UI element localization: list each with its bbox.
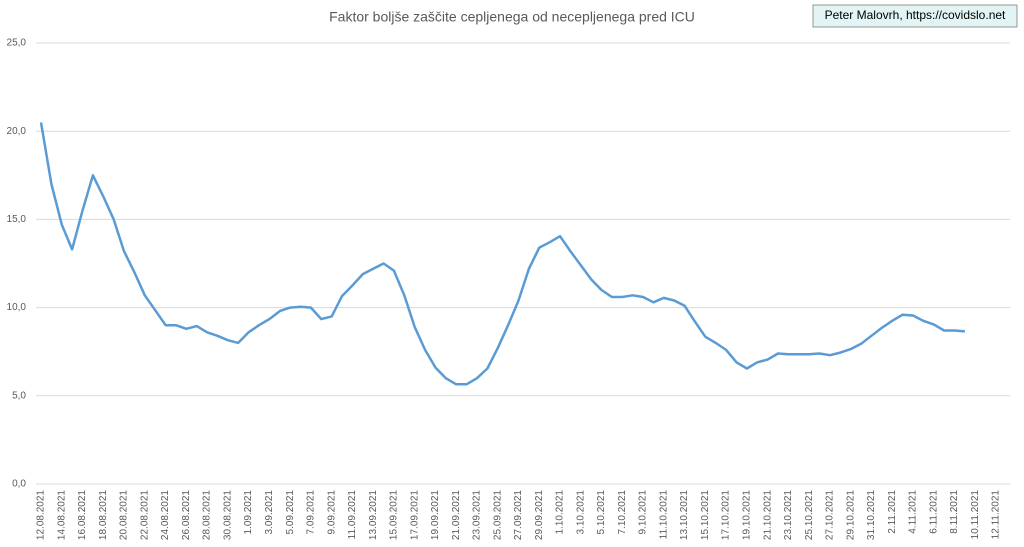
y-tick-label: 25,0: [7, 38, 27, 49]
y-tick-label: 20,0: [7, 126, 27, 137]
x-tick-label: 18.08.2021: [98, 490, 109, 540]
x-tick-label: 23.10.2021: [783, 490, 794, 540]
x-tick-label: 28.08.2021: [202, 490, 213, 540]
x-tick-label: 21.10.2021: [762, 490, 773, 540]
x-tick-label: 5.10.2021: [596, 490, 607, 535]
x-tick-label: 3.10.2021: [575, 490, 586, 535]
x-tick-label: 30.08.2021: [222, 490, 233, 540]
x-tick-label: 5.09.2021: [285, 490, 296, 535]
x-tick-label: 22.08.2021: [139, 490, 150, 540]
annotation: Peter Malovrh, https://covidslo.net: [825, 8, 1006, 22]
x-tick-label: 7.09.2021: [306, 490, 317, 535]
x-tick-label: 27.10.2021: [825, 490, 836, 540]
y-tick-label: 15,0: [7, 214, 27, 225]
x-tick-label: 2.11.2021: [887, 490, 898, 534]
x-tick-label: 16.08.2021: [77, 490, 88, 540]
x-tick-label: 1.09.2021: [243, 490, 254, 535]
x-tick-label: 4.11.2021: [908, 490, 919, 534]
x-tick-label: 12.11.2021: [991, 490, 1002, 540]
x-tick-label: 27.09.2021: [513, 490, 524, 540]
y-tick-label: 0,0: [12, 479, 26, 490]
x-tick-label: 12.08.2021: [36, 490, 47, 540]
x-tick-label: 11.10.2021: [658, 490, 669, 540]
x-tick-label: 8.11.2021: [949, 490, 960, 534]
x-tick-label: 19.09.2021: [430, 490, 441, 540]
x-tick-label: 13.10.2021: [679, 490, 690, 540]
x-tick-label: 19.10.2021: [742, 490, 753, 540]
data-line: [39, 122, 966, 386]
x-tick-label: 15.10.2021: [700, 490, 711, 540]
y-tick-label: 5,0: [12, 390, 26, 401]
x-tick-label: 14.08.2021: [56, 490, 67, 540]
x-tick-label: 21.09.2021: [451, 490, 462, 540]
x-tick-label: 9.10.2021: [638, 490, 649, 535]
x-tick-label: 31.10.2021: [866, 490, 877, 540]
x-tick-label: 29.10.2021: [845, 490, 856, 540]
x-tick-label: 24.08.2021: [160, 490, 171, 540]
x-tick-label: 25.10.2021: [804, 490, 815, 540]
chart-title: Faktor boljše zaščite cepljenega od nece…: [329, 9, 695, 25]
x-tick-label: 26.08.2021: [181, 490, 192, 540]
x-tick-label: 17.10.2021: [721, 490, 732, 540]
x-tick-label: 3.09.2021: [264, 490, 275, 535]
x-tick-label: 23.09.2021: [472, 490, 483, 540]
annotation-box: [812, 4, 1018, 28]
x-tick-label: 20.08.2021: [119, 490, 130, 540]
x-tick-label: 10.11.2021: [970, 490, 981, 540]
x-tick-label: 25.09.2021: [492, 490, 503, 540]
x-tick-label: 1.10.2021: [555, 490, 566, 535]
x-tick-label: 15.09.2021: [389, 490, 400, 540]
y-tick-label: 10,0: [7, 302, 27, 313]
x-tick-label: 7.10.2021: [617, 490, 628, 535]
x-tick-label: 11.09.2021: [347, 490, 358, 540]
x-tick-label: 6.11.2021: [928, 490, 939, 534]
x-tick-label: 13.09.2021: [368, 490, 379, 540]
x-tick-label: 17.09.2021: [409, 490, 420, 540]
x-tick-label: 29.09.2021: [534, 490, 545, 540]
x-tick-label: 9.09.2021: [326, 490, 337, 535]
